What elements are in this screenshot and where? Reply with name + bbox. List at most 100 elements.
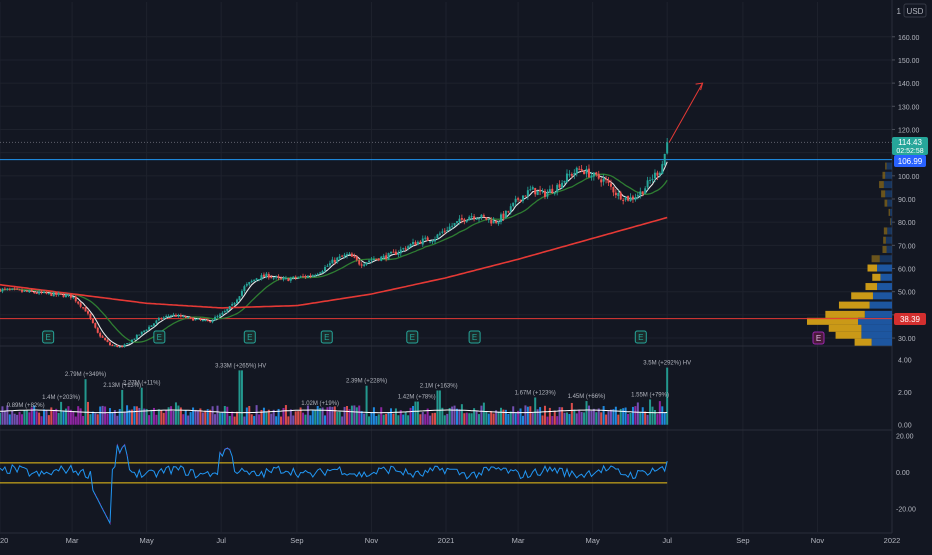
candle-body — [96, 327, 99, 333]
candle-body — [636, 195, 639, 197]
volume-tick-label: 0.00 — [898, 423, 912, 430]
volume-bar — [348, 409, 351, 425]
candle-body — [282, 278, 285, 280]
candle-body — [350, 253, 353, 257]
currency-badge[interactable]: USD — [907, 7, 924, 16]
volume-bar — [605, 414, 608, 425]
volume-bar — [524, 405, 527, 425]
volume-bar — [587, 405, 590, 425]
volume-bar — [477, 414, 480, 425]
volume-annotation: 0.89M (+82%) — [7, 403, 45, 409]
volume-bar — [302, 412, 305, 425]
candle-body — [622, 200, 625, 202]
volume-bar — [627, 414, 630, 425]
volume-profile-row — [879, 181, 884, 189]
volume-bar — [218, 412, 221, 425]
candle-body — [199, 319, 202, 321]
volume-annotation: 2.79M (+349%) — [65, 372, 106, 378]
candle-body — [258, 279, 261, 281]
volume-bar — [150, 409, 153, 425]
ma-mid-line — [0, 173, 668, 343]
earnings-marker-label: E — [324, 333, 329, 342]
candle-body — [82, 307, 85, 309]
volume-bar — [138, 407, 141, 425]
volume-bar — [624, 407, 627, 425]
candle-body — [52, 292, 55, 297]
candle-body — [302, 276, 305, 278]
volume-bar — [353, 405, 356, 425]
candle-body — [35, 292, 38, 294]
price-tick-label: 130.00 — [898, 104, 920, 111]
volume-profile-value-area — [880, 273, 892, 281]
candle-body — [463, 219, 466, 222]
candle-body — [287, 278, 290, 282]
candle-body — [551, 188, 554, 193]
earnings-marker[interactable] — [42, 330, 55, 344]
candle-body — [492, 220, 495, 224]
volume-bar — [89, 414, 92, 425]
price-scale[interactable]: 160.00150.00140.00130.00120.00110.00100.… — [892, 35, 920, 514]
price-tick-label: 60.00 — [898, 267, 916, 274]
volume-bar — [651, 406, 654, 425]
volume-bar — [529, 406, 532, 425]
earnings-marker[interactable] — [406, 330, 419, 344]
candle-body — [416, 241, 419, 245]
earnings-marker[interactable] — [634, 330, 647, 344]
candle-body — [499, 214, 502, 223]
volume-bar — [101, 405, 104, 425]
earnings-marker-upcoming[interactable] — [812, 331, 825, 345]
candle-body — [86, 311, 89, 314]
volume-bar — [64, 408, 67, 425]
candle-body — [419, 241, 422, 244]
oscillator-line — [0, 443, 668, 526]
volume-bar — [77, 406, 80, 425]
currency-badge-box[interactable] — [903, 3, 927, 18]
volume-bar — [182, 414, 185, 425]
volume-bar — [201, 412, 204, 425]
forecast-arrow[interactable] — [668, 82, 704, 143]
volume-bar — [358, 405, 361, 425]
forecast-arrow-shaft[interactable] — [668, 82, 704, 143]
earnings-marker[interactable] — [243, 330, 256, 344]
volume-bar — [397, 415, 400, 425]
volume-bar — [531, 412, 534, 425]
candle-body — [429, 241, 432, 243]
candle-body — [28, 290, 31, 293]
volume-bar — [507, 413, 510, 425]
candle-body — [265, 273, 268, 278]
volume-bar — [216, 405, 219, 425]
volume-bar — [245, 407, 248, 425]
candle-body — [331, 259, 334, 264]
volume-bar — [311, 410, 314, 425]
volume-bar — [289, 409, 292, 425]
volume-bar — [592, 408, 595, 425]
volume-bar — [551, 416, 554, 425]
candle-body — [67, 294, 70, 296]
candle-body — [336, 257, 339, 263]
candle-body — [519, 199, 522, 201]
candle-body — [541, 190, 544, 192]
volume-bar — [561, 407, 564, 425]
volume-bar — [118, 408, 121, 425]
volume-bar — [629, 413, 632, 425]
volume-profile-value-area — [886, 162, 892, 170]
volume-bar — [199, 408, 202, 425]
candle-body — [495, 221, 498, 223]
volume-profile-value-area — [858, 317, 892, 325]
candle-body — [319, 272, 322, 274]
earnings-marker[interactable] — [320, 330, 333, 344]
candle-body — [196, 318, 199, 320]
time-axis[interactable]: 2020 Mar May Jul Sep Nov 2021 Mar May Jul Sep Nov 20… — [0, 536, 900, 545]
oscillator-tick-label: -20.00 — [896, 506, 916, 513]
volume-profile-row — [835, 331, 862, 339]
volume-bar — [600, 412, 603, 425]
earnings-marker[interactable] — [153, 330, 166, 344]
earnings-marker[interactable] — [468, 330, 481, 344]
forecast-arrow-head[interactable] — [695, 82, 704, 91]
volume-bar — [619, 408, 622, 425]
volume-profile-row — [882, 171, 886, 179]
candle-body — [372, 259, 375, 261]
volume-annotation: 3.5M (+292%) HV — [643, 361, 691, 367]
